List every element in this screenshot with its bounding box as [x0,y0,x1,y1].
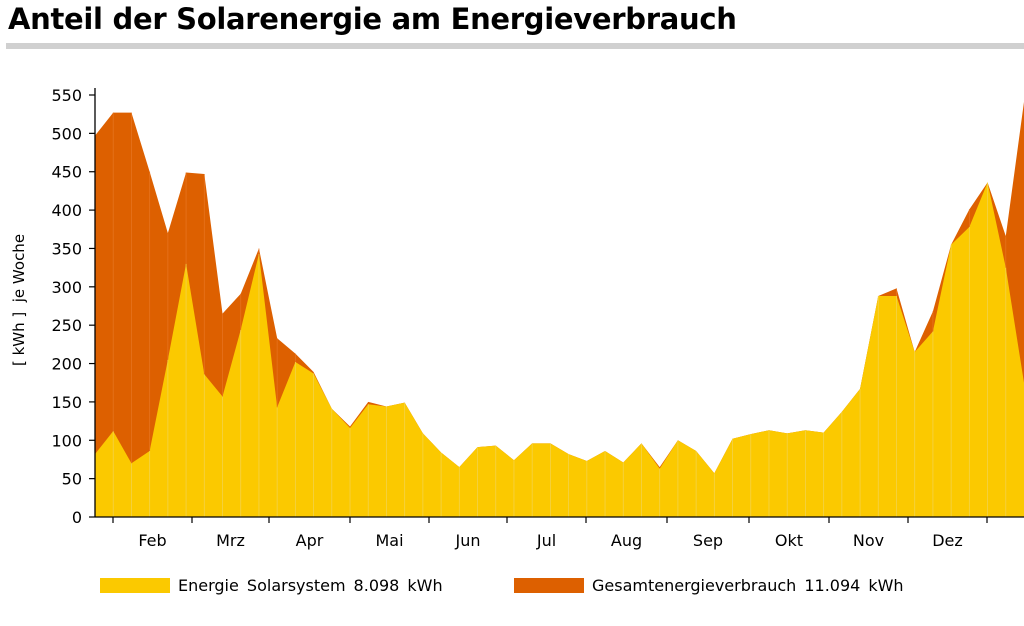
area-series-solar [95,182,1024,517]
y-tick-label: 150 [51,393,82,412]
y-tick-label: 50 [62,470,82,489]
x-tick-label: Sep [693,531,723,550]
area-chart: 0 50 100 150 200 250 300 350 400 450 500 550 Feb Mrz… [10,86,1024,550]
y-tick-label: 500 [51,124,82,143]
legend-item-total: Gesamtenergieverbrauch 11.094 kWh [514,574,904,596]
y-tick-label: 250 [51,316,82,335]
legend-total-solar: 8.098 [353,575,400,595]
x-tick-label: Feb [138,531,166,550]
legend-item-solar: Energie Solarsystem 8.098 kWh [100,574,443,596]
x-axis-ticks: Feb Mrz Apr Mai Jun Jul Aug Sep Okt Nov Dez [112,517,988,550]
x-tick-label: Jun [455,531,481,550]
chart-areas [95,101,1024,517]
y-tick-label: 100 [51,431,82,450]
x-tick-label: Mrz [216,531,245,550]
week-dividers [112,112,1007,517]
x-tick-label: Okt [775,531,803,550]
y-tick-label: 300 [51,278,82,297]
y-tick-label: 400 [51,201,82,220]
y-tick-label: 450 [51,163,82,182]
x-tick-label: Nov [853,531,884,550]
legend-swatch-total [514,577,584,593]
y-tick-label: 550 [51,86,82,105]
y-axis-label: [ kWh ] je Woche [10,234,28,366]
legend-unit-solar: kWh [407,575,443,595]
chart-axes [94,88,1024,518]
x-tick-label: Aug [611,531,642,550]
legend-total-total: 11.094 [804,575,861,595]
title-divider [6,43,1024,49]
y-tick-label: 350 [51,239,82,258]
x-tick-label: Dez [932,531,963,550]
x-tick-label: Mai [375,531,403,550]
y-tick-label: 0 [72,508,82,527]
x-tick-label: Apr [296,531,324,550]
y-tick-label: 200 [51,355,82,374]
x-tick-label: Jul [536,531,556,550]
legend-swatch-solar [100,577,170,593]
legend-label-total: Gesamtenergieverbrauch [592,575,797,595]
chart-title: Anteil der Solarenergie am Energieverbra… [8,2,737,36]
y-axis-ticks: 0 50 100 150 200 250 300 350 400 450 500 550 [51,86,95,527]
legend-label-solar: Energie Solarsystem [178,575,346,595]
legend-unit-total: kWh [868,575,904,595]
